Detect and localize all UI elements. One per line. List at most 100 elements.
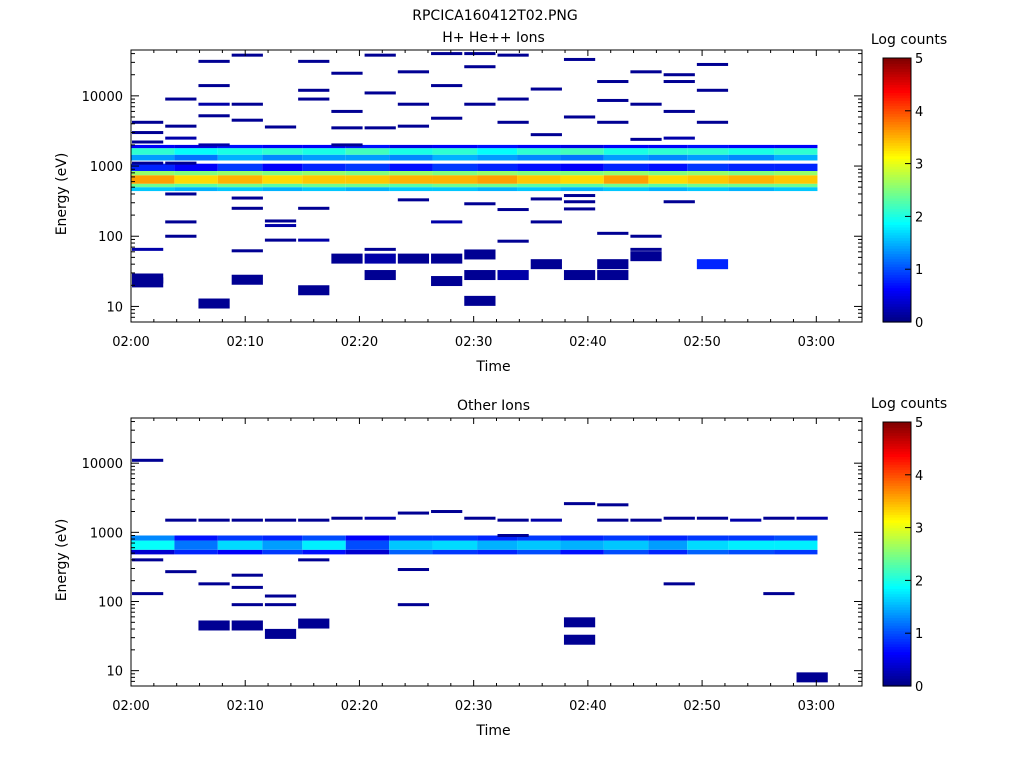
colorbar-swatch xyxy=(883,474,911,479)
heatmap-cell xyxy=(597,98,629,102)
heatmap-cell xyxy=(597,503,629,507)
heatmap-cell xyxy=(497,208,529,212)
x-tick-label: 03:00 xyxy=(798,699,835,714)
colorbar-swatch xyxy=(883,87,911,91)
colorbar-tick-label: 1 xyxy=(915,627,923,642)
colorbar-swatch xyxy=(883,134,911,138)
colorbar-swatch xyxy=(883,519,911,523)
colorbar-swatch xyxy=(883,490,911,494)
heatmap-cell xyxy=(174,535,218,541)
heatmap-cell xyxy=(132,592,164,596)
heatmap-cell xyxy=(231,603,263,607)
heatmap-cell xyxy=(174,154,218,161)
colorbar-swatch xyxy=(883,627,911,632)
heatmap-cell xyxy=(464,52,496,56)
heatmap-cell xyxy=(477,170,518,176)
heatmap-cell xyxy=(464,102,496,106)
heatmap-cell xyxy=(264,224,297,228)
heatmap-cell xyxy=(298,558,330,562)
colorbar-swatch xyxy=(883,142,911,146)
heatmap-cell xyxy=(302,154,346,161)
heatmap-cell xyxy=(298,97,330,101)
heatmap-cell xyxy=(331,126,363,130)
heatmap-cell xyxy=(231,518,263,522)
heatmap-cell xyxy=(302,170,346,176)
colorbar-swatch xyxy=(883,577,911,581)
colorbar-swatch xyxy=(883,535,911,539)
heatmap-cell xyxy=(132,120,164,124)
colorbar-swatch xyxy=(883,261,911,265)
heatmap-cell xyxy=(389,163,433,171)
colorbar-swatch xyxy=(883,311,911,315)
colorbar-swatch xyxy=(883,614,911,618)
colorbar-swatch xyxy=(883,213,911,217)
heatmap-cell xyxy=(774,549,818,555)
heatmap-cell xyxy=(217,549,263,555)
y-tick-label: 10000 xyxy=(82,90,123,105)
heatmap-cell xyxy=(464,249,496,260)
heatmap-cell xyxy=(648,154,688,161)
colorbar-swatch xyxy=(883,422,911,426)
colorbar-swatch xyxy=(883,269,911,273)
colorbar-swatch xyxy=(883,559,911,563)
heatmap-cell xyxy=(132,161,164,165)
heatmap-cell xyxy=(497,53,529,57)
heatmap-cell xyxy=(397,198,430,202)
colorbar-swatch xyxy=(883,195,911,199)
x-tick-label: 02:00 xyxy=(112,699,149,714)
heatmap-cell xyxy=(563,617,596,628)
colorbar-swatch xyxy=(883,527,911,531)
heatmap-cell xyxy=(431,116,463,120)
heatmap-cell xyxy=(389,540,433,550)
heatmap-cell xyxy=(298,518,330,522)
heatmap-cell xyxy=(648,163,688,171)
colorbar-tick-label: 4 xyxy=(915,105,923,120)
heatmap-cell xyxy=(389,535,433,541)
heatmap-cell xyxy=(302,183,346,188)
colorbar-swatch xyxy=(883,216,911,220)
colorbar-swatch xyxy=(883,203,911,207)
colorbar-swatch xyxy=(883,443,911,447)
colorbar-swatch xyxy=(883,675,911,679)
heatmap-cell xyxy=(687,183,729,188)
heatmap-cell xyxy=(345,183,390,188)
colorbar-swatch xyxy=(883,501,911,505)
heatmap-cell xyxy=(231,206,263,210)
heatmap-cell xyxy=(389,170,433,176)
heatmap-cell xyxy=(262,170,303,176)
heatmap-cell xyxy=(603,540,649,550)
colorbar-swatch xyxy=(883,308,911,313)
heatmap-cell xyxy=(728,187,775,192)
x-tick-label: 02:30 xyxy=(455,335,492,350)
heatmap-cell xyxy=(131,183,175,188)
colorbar-tick-label: 2 xyxy=(915,210,923,225)
heatmap-cell xyxy=(560,144,604,149)
colorbar-swatch xyxy=(883,672,911,677)
colorbar-swatch xyxy=(883,221,911,225)
colorbar-swatch xyxy=(883,314,911,318)
colorbar-swatch xyxy=(883,683,911,687)
colorbar-swatch xyxy=(883,612,911,616)
colorbar-swatch xyxy=(883,58,911,62)
heatmap-cell xyxy=(264,125,297,129)
heatmap-cell xyxy=(302,535,346,541)
heatmap-cell xyxy=(302,163,346,171)
heatmap-cell xyxy=(174,175,218,184)
heatmap-cell xyxy=(345,154,390,161)
heatmap-cell xyxy=(560,170,604,176)
colorbar-swatch xyxy=(883,664,911,669)
heatmap-cell xyxy=(389,175,433,184)
heatmap-cell xyxy=(687,154,729,161)
heatmap-cell xyxy=(728,170,775,176)
heatmap-cell xyxy=(217,154,263,161)
heatmap-cell xyxy=(687,187,729,192)
colorbar-swatch xyxy=(883,274,911,278)
heatmap-cell xyxy=(165,161,197,165)
heatmap-cell xyxy=(796,516,828,520)
colorbar-swatch xyxy=(883,97,911,101)
colorbar-swatch xyxy=(883,179,911,183)
colorbar-swatch xyxy=(883,495,911,500)
heatmap-cell xyxy=(497,534,529,538)
colorbar-label: Log counts xyxy=(871,32,947,48)
heatmap-cell xyxy=(687,549,729,555)
